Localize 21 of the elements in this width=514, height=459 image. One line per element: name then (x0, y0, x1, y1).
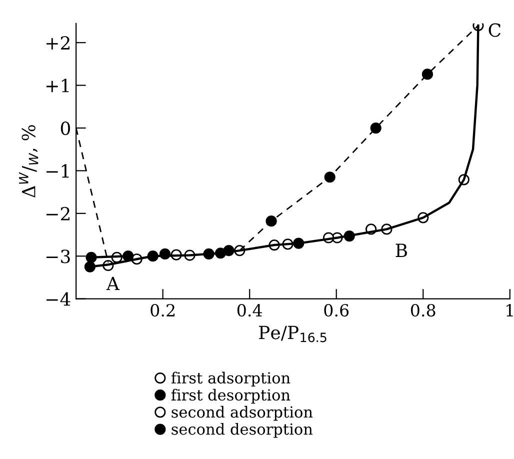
y-tick-label: −4 (46, 292, 70, 306)
legend-label: first desorption (171, 388, 290, 404)
x-tick-label: 0.2 (150, 304, 174, 317)
legend-label: second desorption (172, 423, 313, 438)
x-axis-title: Pe/P$_{16.5}$ (259, 326, 326, 342)
legend-label: first adsorption (171, 372, 290, 387)
legend-label: second adsorption (172, 406, 313, 421)
y-tick-label: +2 (46, 36, 70, 50)
x-tick-label: 0.4 (237, 304, 262, 317)
y-tick-label: 0 (60, 121, 70, 136)
x-tick-label: 0.6 (324, 304, 349, 317)
y-tick-label: +1 (46, 78, 69, 92)
x-tick-label: 1 (506, 304, 513, 316)
y-tick-label: −2 (46, 206, 70, 220)
y-axis-title: Δ$^{W}$/$_{W}$, % (19, 125, 38, 198)
annotation: A (106, 276, 120, 290)
y-tick-label: −1 (46, 164, 69, 178)
annotation: C (488, 23, 501, 37)
x-tick-label: 0.8 (410, 304, 436, 317)
y-tick-label: −3 (46, 250, 70, 264)
annotation: B (396, 244, 407, 257)
